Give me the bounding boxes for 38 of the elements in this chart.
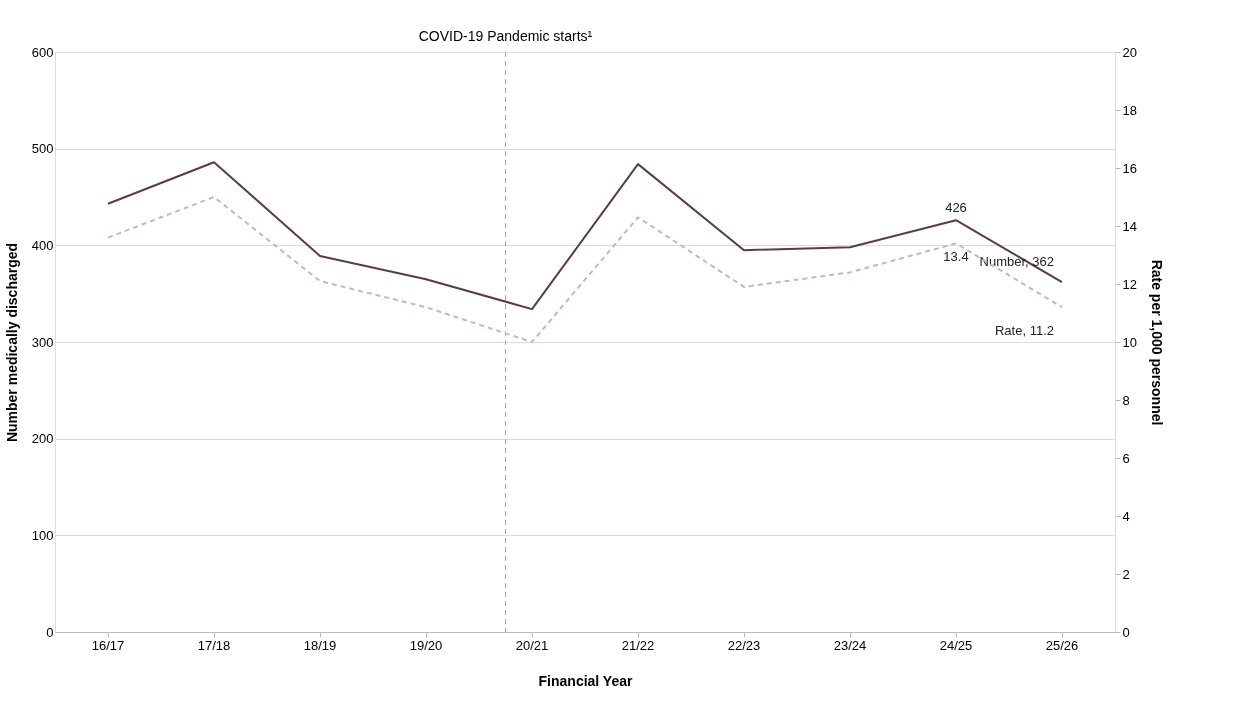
data-label: Rate, 11.2 — [994, 323, 1054, 338]
x-tick-label: 23/24 — [833, 637, 867, 653]
x-tick-label: 21/22 — [621, 637, 655, 653]
ref-line-label: COVID-19 Pandemic starts¹ — [418, 28, 593, 44]
y-tick-label: 100 — [31, 527, 54, 543]
y-tick-label: 300 — [31, 334, 54, 350]
y2-tick-label: 10 — [1122, 334, 1137, 350]
x-tick-label: 17/18 — [197, 637, 231, 653]
x-tick-label: 16/17 — [91, 637, 125, 653]
y2-axis-title: Rate per 1,000 personnel — [1148, 259, 1165, 426]
line-series — [107, 161, 1063, 311]
data-label: 13.4 — [943, 249, 969, 265]
y-tick-label: 200 — [31, 431, 54, 447]
y2-tick-label: 12 — [1122, 276, 1137, 292]
y2-tick-label: 0 — [1122, 624, 1130, 640]
x-axis-title: Financial Year — [538, 672, 633, 689]
y-tick-label: 600 — [31, 44, 54, 60]
y2-tick-label: 2 — [1122, 566, 1130, 582]
x-tick-label: 19/20 — [409, 637, 443, 653]
y2-tick-label: 20 — [1122, 44, 1137, 60]
line-series — [107, 196, 1063, 343]
y2-tick-label: 18 — [1122, 102, 1137, 118]
x-tick-label: 20/21 — [515, 637, 549, 653]
x-tick-label: 25/26 — [1045, 637, 1079, 653]
x-tick-label: 24/25 — [939, 637, 973, 653]
y-tick-label: 400 — [31, 237, 54, 253]
y-axis-title: Number medically discharged — [3, 242, 20, 443]
x-tick-label: 22/23 — [727, 637, 761, 653]
data-label: 426 — [945, 200, 967, 216]
y2-tick-label: 4 — [1122, 508, 1130, 524]
y-tick-label: 0 — [46, 624, 54, 640]
y2-tick-label: 14 — [1122, 218, 1137, 234]
data-label: Number, 362 — [979, 253, 1054, 269]
y2-tick-label: 6 — [1122, 450, 1130, 466]
x-tick-label: 18/19 — [303, 637, 337, 653]
y-tick-label: 500 — [31, 141, 54, 157]
y2-tick-label: 16 — [1122, 160, 1137, 176]
y2-tick-label: 8 — [1122, 392, 1130, 408]
